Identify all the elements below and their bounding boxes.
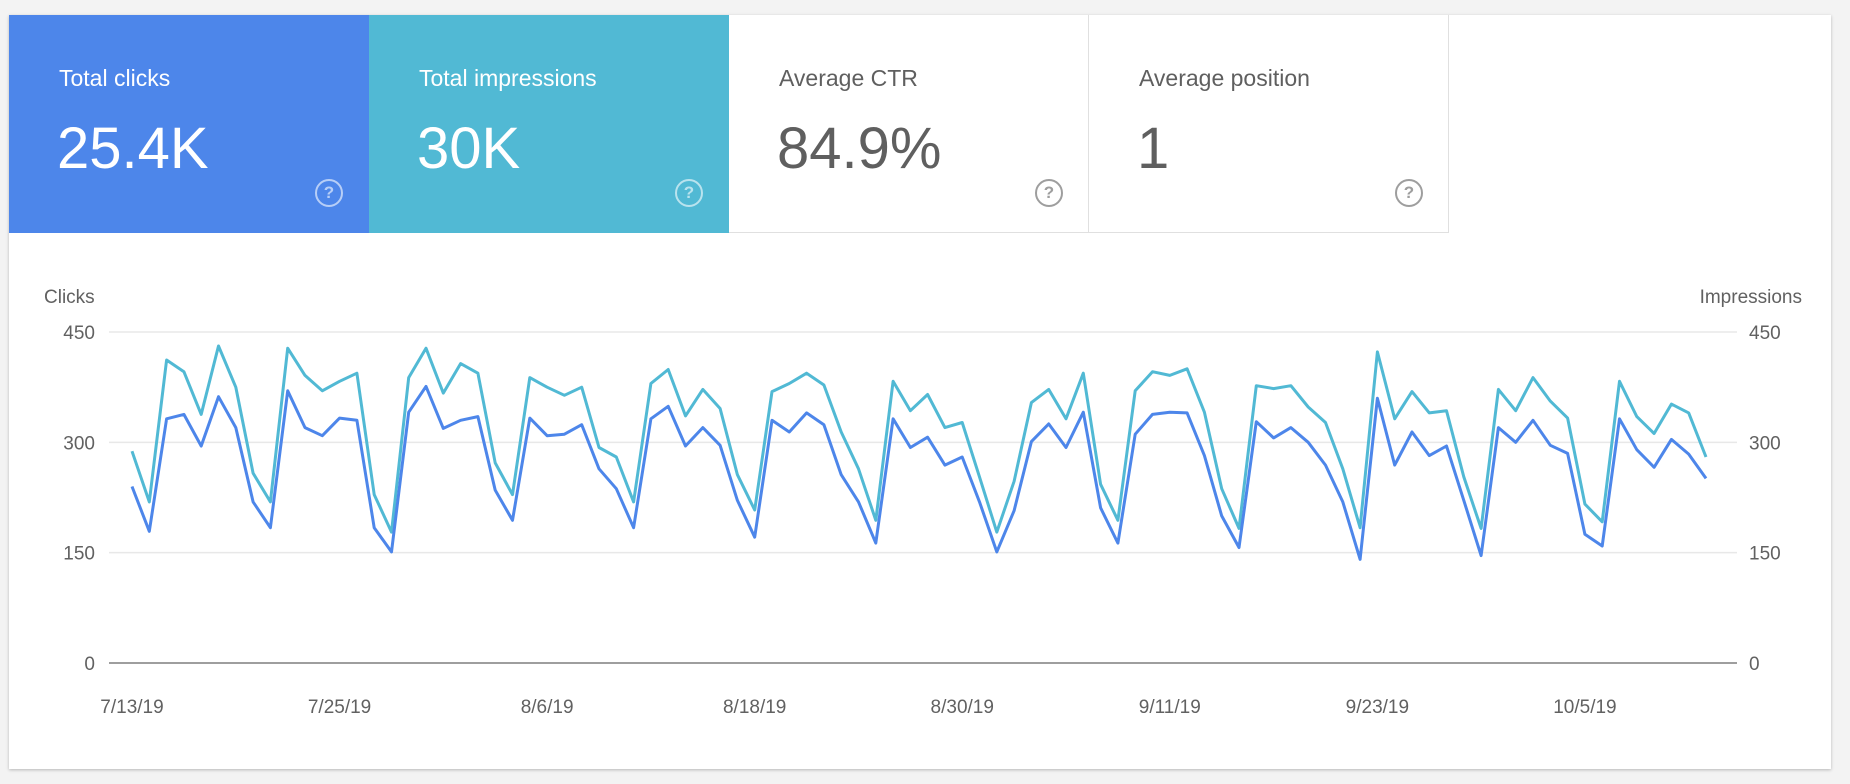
metric-tile-total-clicks[interactable]: Total clicks 25.4K ? <box>9 15 369 233</box>
metric-value: 1 <box>1137 116 1170 181</box>
performance-chart: Clicks Impressions 0 0 150 150 300 300 450 450 7… <box>44 287 1802 718</box>
question-circle-icon[interactable]: ? <box>315 179 343 207</box>
series-line-impressions <box>130 344 1708 534</box>
right-tick-label: 0 <box>1749 654 1760 675</box>
x-tick-label: 8/18/19 <box>723 697 786 718</box>
metric-tiles: Total clicks 25.4K ? Total impressions 3… <box>9 15 1449 233</box>
question-circle-icon[interactable]: ? <box>1035 179 1063 207</box>
metric-label: Total clicks <box>59 65 171 91</box>
left-axis-label: Clicks <box>44 287 95 308</box>
x-tick-label: 9/11/19 <box>1139 697 1201 718</box>
x-tick-label: 10/5/19 <box>1553 697 1616 718</box>
metric-value: 84.9% <box>777 116 942 181</box>
metric-value: 30K <box>417 116 521 181</box>
left-tick-label: 150 <box>63 544 95 565</box>
x-tick-label: 7/13/19 <box>100 697 163 718</box>
performance-card: Total clicks 25.4K ? Total impressions 3… <box>9 15 1831 769</box>
question-circle-icon[interactable]: ? <box>1395 179 1423 207</box>
x-tick-label: 7/25/19 <box>308 697 371 718</box>
left-tick-label: 0 <box>84 654 95 675</box>
right-tick-label: 150 <box>1749 544 1781 565</box>
metric-tile-average-ctr[interactable]: Average CTR 84.9% ? <box>729 15 1089 233</box>
metric-label: Average position <box>1139 65 1310 91</box>
metric-tile-average-position[interactable]: Average position 1 ? <box>1089 15 1449 233</box>
series-line-clicks <box>130 384 1708 561</box>
x-tick-label: 9/23/19 <box>1346 697 1409 718</box>
metric-tile-total-impressions[interactable]: Total impressions 30K ? <box>369 15 729 233</box>
x-tick-label: 8/6/19 <box>521 697 574 718</box>
right-tick-label: 450 <box>1749 323 1781 344</box>
x-tick-label: 8/30/19 <box>931 697 994 718</box>
left-tick-label: 450 <box>63 323 95 344</box>
metric-label: Total impressions <box>419 65 597 91</box>
metric-value: 25.4K <box>57 116 209 181</box>
metric-label: Average CTR <box>779 65 918 91</box>
right-tick-label: 300 <box>1749 433 1781 454</box>
right-axis-label: Impressions <box>1700 287 1802 308</box>
question-circle-icon[interactable]: ? <box>675 179 703 207</box>
left-tick-label: 300 <box>63 433 95 454</box>
